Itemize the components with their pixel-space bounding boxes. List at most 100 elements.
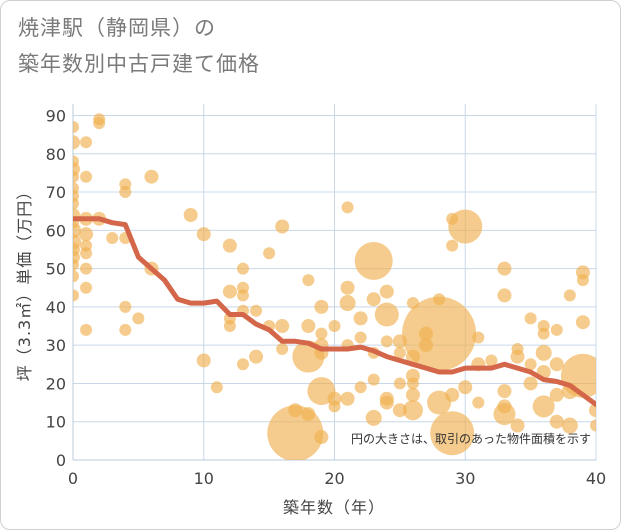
data-bubble (510, 349, 525, 364)
data-bubble (365, 409, 382, 426)
y-tick-label: 30 (46, 336, 66, 355)
data-bubble (472, 396, 485, 409)
y-tick-label: 60 (46, 221, 66, 240)
data-bubble (73, 170, 79, 183)
data-bubble (196, 353, 211, 368)
data-bubble (353, 311, 368, 326)
data-bubble (132, 312, 145, 325)
data-bubble (79, 227, 94, 242)
data-bubble (374, 302, 399, 327)
y-tick-label: 90 (46, 106, 66, 125)
data-bubble (549, 387, 564, 402)
data-bubble (446, 239, 459, 252)
data-bubble (405, 387, 420, 402)
data-bubble (379, 395, 394, 410)
data-bubble (119, 300, 132, 313)
data-bubble (537, 327, 550, 340)
data-bubble (379, 284, 394, 299)
y-tick-label: 10 (46, 413, 66, 432)
data-bubble (222, 284, 237, 299)
trend-line (73, 216, 596, 407)
data-bubble (314, 430, 329, 445)
data-bubble (354, 241, 393, 280)
data-bubble (183, 208, 198, 223)
data-bubble (380, 335, 393, 348)
data-bubble (458, 380, 473, 395)
data-bubble (560, 353, 596, 398)
data-bubble (250, 304, 263, 317)
data-bubble (576, 274, 589, 287)
data-bubble (80, 170, 93, 183)
x-tick-label: 30 (455, 469, 475, 488)
data-bubble (236, 289, 249, 302)
data-bubble (301, 407, 316, 422)
data-bubble (73, 258, 79, 271)
data-bubble (402, 400, 423, 421)
x-tick-label: 10 (194, 469, 214, 488)
data-bubble (392, 403, 407, 418)
data-bubble (328, 400, 341, 413)
x-tick-label: 20 (324, 469, 344, 488)
data-bubble (427, 390, 452, 415)
y-axis-title: 坪（3.3㎡）単価（万円） (15, 183, 34, 381)
data-bubble (314, 299, 329, 314)
data-bubble (497, 288, 512, 303)
data-bubble (550, 323, 563, 336)
data-bubble (80, 323, 93, 336)
data-bubble (222, 238, 237, 253)
x-tick-label: 0 (68, 469, 78, 488)
data-bubble (561, 417, 578, 434)
data-bubble (366, 292, 381, 307)
data-bubble (275, 219, 290, 234)
data-bubble (80, 262, 93, 275)
data-bubble (523, 376, 538, 391)
chart-title-line-2: 築年数別中古戸建て価格 (18, 52, 260, 76)
grid-lines (72, 104, 597, 461)
data-bubble (354, 381, 367, 394)
data-bubble (80, 281, 93, 294)
data-bubble (73, 135, 80, 150)
data-bubble (275, 319, 290, 334)
y-tick-label: 0 (56, 451, 66, 470)
data-bubble (119, 323, 132, 336)
data-bubble (549, 414, 564, 429)
data-bubble (549, 357, 564, 372)
bubble-layer (73, 113, 596, 460)
chart-title: 焼津駅（静岡県）の 築年数別中古戸建て価格 (18, 10, 260, 82)
data-bubble (93, 117, 106, 130)
data-bubble (524, 358, 537, 371)
data-bubble (144, 169, 159, 184)
y-tick-label: 70 (46, 183, 66, 202)
y-tick-label: 40 (46, 298, 66, 317)
data-bubble (493, 403, 516, 426)
tick-labels: 0 10 20 30 40 50 60 70 80 90 0 10 20 30 40 (46, 106, 607, 488)
data-bubble (354, 331, 367, 344)
data-bubble (301, 319, 316, 334)
data-bubble (510, 418, 525, 433)
data-bubble (575, 315, 590, 330)
data-bubble (402, 296, 477, 371)
data-bubble (406, 377, 419, 390)
data-bubble (340, 391, 355, 406)
y-tick-label: 80 (46, 145, 66, 164)
data-bubble (302, 274, 315, 287)
data-bubble (497, 384, 512, 399)
data-bubble (448, 209, 483, 244)
data-bubble (563, 289, 576, 302)
data-bubble (106, 231, 119, 244)
x-tick-label: 40 (586, 469, 606, 488)
data-bubble (249, 349, 264, 364)
x-axis-title: 築年数（年） (283, 498, 385, 517)
data-bubble (315, 327, 328, 340)
data-bubble (340, 280, 355, 295)
data-bubble (328, 320, 341, 333)
data-bubble (73, 197, 79, 210)
data-bubble (367, 373, 380, 386)
data-bubble (119, 186, 132, 199)
data-bubble (497, 261, 512, 276)
data-bubble (485, 354, 498, 367)
y-tick-label: 20 (46, 374, 66, 393)
data-bubble (535, 344, 552, 361)
data-bubble (80, 136, 93, 149)
